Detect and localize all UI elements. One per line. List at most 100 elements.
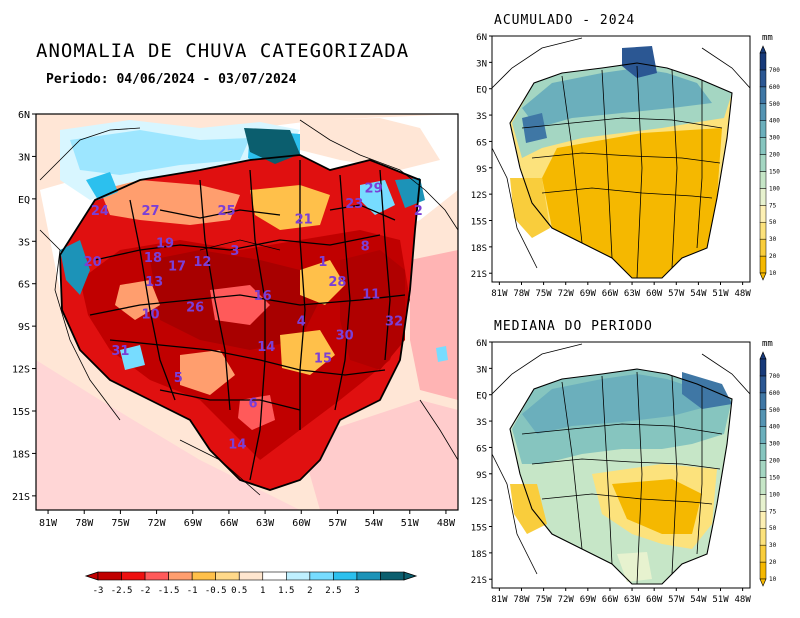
lon-tick-label: 57W	[328, 518, 347, 529]
basin-number: 14	[257, 340, 275, 355]
scale-swatch	[759, 255, 767, 274]
legend-swatch	[286, 571, 311, 581]
lat-tick-label: 12S	[471, 191, 487, 201]
lon-tick-label: 69W	[184, 518, 203, 529]
basin-number: 26	[186, 300, 204, 315]
scale-label: 20	[769, 253, 777, 260]
lon-tick-label: 60W	[646, 289, 663, 299]
lon-tick-label: 57W	[668, 289, 685, 299]
lat-tick-label: 6N	[476, 339, 487, 349]
scale-label: 10	[769, 576, 777, 583]
legend-swatch	[380, 571, 405, 581]
basin-number: 31	[111, 344, 129, 359]
median-map: 6N 3N EQ 3S 6S 9S 12S 15S 18S 21S 81W 78W 75W 72W 69W…	[471, 339, 780, 605]
scale-label: 20	[769, 559, 777, 566]
lat-tick-label: 15S	[471, 218, 487, 228]
anomaly-legend: -3 -2.5 -2 -1.5 -1 -0.5 0.5 1 1.5 2 2.5 3	[84, 571, 418, 596]
scale-swatch	[759, 171, 767, 189]
scale-swatch	[759, 154, 767, 172]
basin-number: 1	[318, 255, 327, 270]
lat-tick-label: 18S	[471, 550, 487, 560]
lat-tick-label: 9S	[476, 165, 487, 175]
lat-tick-label: 21S	[12, 492, 30, 503]
basin-number: 29	[365, 182, 383, 197]
lon-tick-label: 54W	[365, 518, 384, 529]
lat-tick-label: 3N	[476, 365, 487, 375]
scale-swatch	[759, 120, 767, 138]
scale-swatch	[759, 52, 767, 71]
lon-tick-label: 66W	[220, 518, 239, 529]
scale-label: 600	[769, 84, 780, 91]
legend-swatch	[121, 571, 146, 581]
scale-swatch	[759, 69, 767, 88]
legend-arrow-right	[403, 571, 418, 581]
lon-tick-label: 63W	[624, 595, 641, 605]
lat-tick-label: EQ	[476, 392, 487, 402]
lat-tick-label: 6S	[476, 138, 487, 148]
scale-label: 700	[769, 67, 780, 74]
legend-label: 2	[307, 586, 312, 596]
scale-swatch	[759, 103, 767, 121]
basin-number: 13	[145, 275, 163, 290]
legend-label: 3	[354, 586, 359, 596]
lon-tick-label: 75W	[111, 518, 130, 529]
legend-label: 1	[260, 586, 265, 596]
scale-arrow-top	[759, 351, 767, 360]
legend-swatch	[144, 571, 169, 581]
main-map-fields	[36, 114, 458, 510]
lat-tick-label: 6N	[476, 33, 487, 43]
legend-swatch	[215, 571, 240, 581]
lat-tick-label: 18S	[12, 449, 30, 460]
legend-swatch	[356, 571, 381, 581]
scale-arrow-bottom	[759, 578, 767, 587]
scale-label: 500	[769, 101, 780, 108]
scale-swatch	[759, 358, 767, 377]
legend-label: 1.5	[278, 586, 294, 596]
scale-label: 100	[769, 491, 780, 498]
basin-number: 5	[174, 371, 183, 386]
basin-number: 14	[228, 438, 246, 453]
lat-tick-label: 21S	[471, 270, 487, 280]
scale-label: 400	[769, 118, 780, 125]
scale-label: 10	[769, 270, 777, 277]
scale-swatch	[759, 460, 767, 478]
basin-number: 27	[141, 204, 159, 219]
scale-swatch	[759, 511, 767, 529]
basin-number: 23	[345, 197, 363, 212]
legend-swatch	[168, 571, 193, 581]
lon-tick-label: 60W	[646, 595, 663, 605]
lon-tick-label: 75W	[535, 289, 552, 299]
lon-tick-label: 72W	[148, 518, 167, 529]
scale-swatch	[759, 137, 767, 155]
lon-tick-label: 48W	[734, 595, 751, 605]
main-lat-ticks: 6N 3N EQ 3S 6S 9S 12S 15S 18S 21S	[12, 110, 36, 503]
scale-label: 200	[769, 458, 780, 465]
legend-label: 0.5	[231, 586, 247, 596]
legend-label: -3	[93, 586, 104, 596]
basin-number: 25	[217, 204, 235, 219]
lon-tick-label: 54W	[690, 289, 707, 299]
legend-swatch	[333, 571, 358, 581]
scale-swatch	[759, 238, 767, 257]
accum-units: mm	[762, 33, 773, 43]
basin-number: 32	[385, 314, 403, 329]
scale-label: 50	[769, 219, 777, 226]
basin-number: 19	[156, 237, 174, 252]
lat-tick-label: 21S	[471, 576, 487, 586]
basin-number: 28	[328, 275, 346, 290]
accum-map-title: ACUMULADO - 2024	[494, 13, 636, 28]
lat-tick-label: EQ	[18, 195, 30, 206]
lon-tick-label: 51W	[712, 289, 729, 299]
lon-tick-label: 51W	[401, 518, 420, 529]
legend-swatch	[97, 571, 122, 581]
scale-swatch	[759, 477, 767, 495]
scale-label: 30	[769, 542, 777, 549]
scale-label: 300	[769, 441, 780, 448]
lat-tick-label: 6S	[18, 280, 30, 291]
scale-swatch	[759, 544, 767, 563]
scale-label: 500	[769, 407, 780, 414]
scale-swatch	[759, 561, 767, 580]
lon-tick-label: 48W	[734, 289, 751, 299]
scale-swatch	[759, 426, 767, 444]
basin-number: 18	[144, 251, 162, 266]
